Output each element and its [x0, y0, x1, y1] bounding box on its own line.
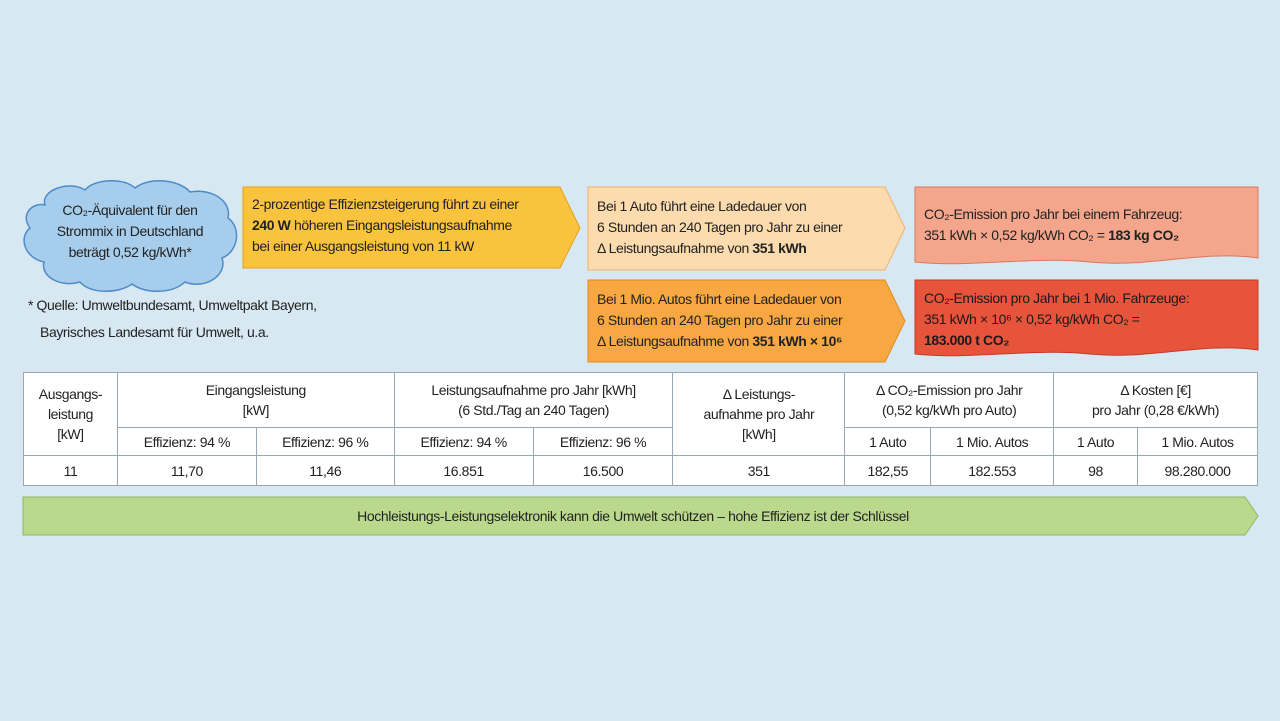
- cell: 98.280.000: [1137, 455, 1258, 486]
- subheader: 1 Mio. Autos: [930, 427, 1055, 456]
- text-line: 2-prozentige Effizienzsteigerung führt z…: [252, 194, 572, 215]
- text-line: 183.000 t CO₂: [924, 330, 1254, 351]
- text: Δ Leistungsaufnahme von: [597, 240, 753, 256]
- cell: 351: [672, 455, 846, 486]
- text-line: bei einer Ausgangsleistung von 11 kW: [252, 236, 572, 257]
- cell: 98: [1053, 455, 1138, 486]
- text-line: Bei 1 Mio. Autos führt eine Ladedauer vo…: [597, 289, 897, 310]
- subheader: Effizienz: 96 %: [255, 427, 395, 456]
- subheader: 1 Mio. Autos: [1137, 427, 1258, 456]
- one-car-arrow: [587, 186, 906, 271]
- one-car-emission-text: CO₂-Emission pro Jahr bei einem Fahrzeug…: [924, 204, 1254, 246]
- text-line: 6 Stunden an 240 Tagen pro Jahr zu einer: [597, 310, 897, 331]
- cell: 11,46: [255, 455, 395, 486]
- header: Δ CO₂-Emission pro Jahr (0,52 kg/kWh pro…: [844, 372, 1055, 428]
- text: Δ Leistungsaufnahme von: [597, 333, 753, 349]
- text-line: 240 W höheren Eingangsleistungsaufnahme: [252, 215, 572, 236]
- banner-arrow: [22, 496, 1259, 536]
- header: Eingangsleistung [kW]: [116, 372, 395, 428]
- bold-text: 240 W: [252, 217, 291, 233]
- text: CO₂-Äquivalent für den: [62, 202, 198, 218]
- header: Ausgangs- leistung [kW]: [23, 372, 118, 456]
- one-car-text: Bei 1 Auto führt eine Ladedauer von 6 Stu…: [597, 196, 887, 259]
- one-car-emission-shape: [914, 186, 1259, 265]
- text: bei einer Ausgangsleistung von 11 kW: [252, 238, 474, 254]
- text-line: 351 kWh × 0,52 kg/kWh CO₂ = 183 kg CO₂: [924, 225, 1254, 246]
- bold-text: 351 kWh × 10⁶: [752, 333, 842, 349]
- header: Leistungsaufnahme pro Jahr [kWh] (6 Std.…: [393, 372, 674, 428]
- text: 2-prozentige Effizienzsteigerung führt z…: [252, 196, 519, 212]
- million-arrow: [587, 279, 906, 363]
- bold-text: 183 kg CO₂: [1108, 227, 1179, 243]
- million-text: Bei 1 Mio. Autos führt eine Ladedauer vo…: [597, 289, 897, 352]
- text-line: Strommix in Deutschland: [40, 221, 220, 242]
- text: höheren Eingangsleistungsaufnahme: [290, 217, 512, 233]
- text: beträgt 0,52 kg/kWh*: [68, 244, 192, 260]
- text-line: CO₂-Äquivalent für den: [40, 200, 220, 221]
- cloud-text: CO₂-Äquivalent für den Strommix in Deutsc…: [40, 200, 220, 263]
- text: 351 kWh × 0,52 kg/kWh CO₂ =: [924, 227, 1109, 243]
- bold-text: 183.000 t CO₂: [924, 332, 1010, 348]
- cell: 182.553: [930, 455, 1055, 486]
- banner: Hochleistungs-Leistungselektronik kann d…: [357, 508, 909, 524]
- subheader: 1 Auto: [1053, 427, 1138, 456]
- text-line: CO₂-Emission pro Jahr bei einem Fahrzeug…: [924, 204, 1254, 225]
- cell: 16.500: [532, 455, 674, 486]
- subheader: Effizienz: 96 %: [532, 427, 674, 456]
- cell: 182,55: [844, 455, 932, 486]
- text: 6 Stunden an 240 Tagen pro Jahr zu einer: [597, 219, 843, 235]
- million-emission-shape: [914, 279, 1259, 357]
- text: 6 Stunden an 240 Tagen pro Jahr zu einer: [597, 312, 843, 328]
- text: 351 kWh × 10⁶ × 0,52 kg/kWh CO₂ =: [924, 311, 1140, 327]
- text: Strommix in Deutschland: [56, 223, 204, 239]
- text-line: 6 Stunden an 240 Tagen pro Jahr zu einer: [597, 217, 887, 238]
- efficiency-text: 2-prozentige Effizienzsteigerung führt z…: [252, 194, 572, 257]
- footnote: * Quelle: Umweltbundesamt, Umweltpakt Ba…: [28, 297, 317, 340]
- text: CO₂-Emission pro Jahr bei einem Fahrzeug…: [924, 206, 1183, 222]
- subheader: Effizienz: 94 %: [393, 427, 534, 456]
- text-line: 351 kWh × 10⁶ × 0,52 kg/kWh CO₂ =: [924, 309, 1254, 330]
- text: Bei 1 Mio. Autos führt eine Ladedauer vo…: [597, 291, 842, 307]
- text-line: Bei 1 Auto führt eine Ladedauer von: [597, 196, 887, 217]
- cloud-shape: [23, 180, 238, 292]
- subheader: Effizienz: 94 %: [116, 427, 257, 456]
- cell: 16.851: [393, 455, 534, 486]
- text: Bei 1 Auto führt eine Ladedauer von: [597, 198, 807, 214]
- cell: 11,70: [116, 455, 257, 486]
- header: Δ Leistungs- aufnahme pro Jahr [kWh]: [672, 372, 846, 456]
- bold-text: 351 kWh: [752, 240, 807, 256]
- text-line: beträgt 0,52 kg/kWh*: [40, 242, 220, 263]
- cell: 11: [23, 455, 118, 486]
- text-line: Δ Leistungsaufnahme von 351 kWh × 10⁶: [597, 331, 897, 352]
- table: Ausgangs- leistung [kW] Eingangsleistung …: [23, 372, 1258, 486]
- million-emission-text: CO₂-Emission pro Jahr bei 1 Mio. Fahrzeu…: [924, 288, 1254, 351]
- text-line: Δ Leistungsaufnahme von 351 kWh: [597, 238, 887, 259]
- subheader: 1 Auto: [844, 427, 932, 456]
- header: Δ Kosten [€] pro Jahr (0,28 €/kWh): [1053, 372, 1258, 428]
- text-line: CO₂-Emission pro Jahr bei 1 Mio. Fahrzeu…: [924, 288, 1254, 309]
- efficiency-arrow: [242, 186, 581, 269]
- text: CO₂-Emission pro Jahr bei 1 Mio. Fahrzeu…: [924, 290, 1190, 306]
